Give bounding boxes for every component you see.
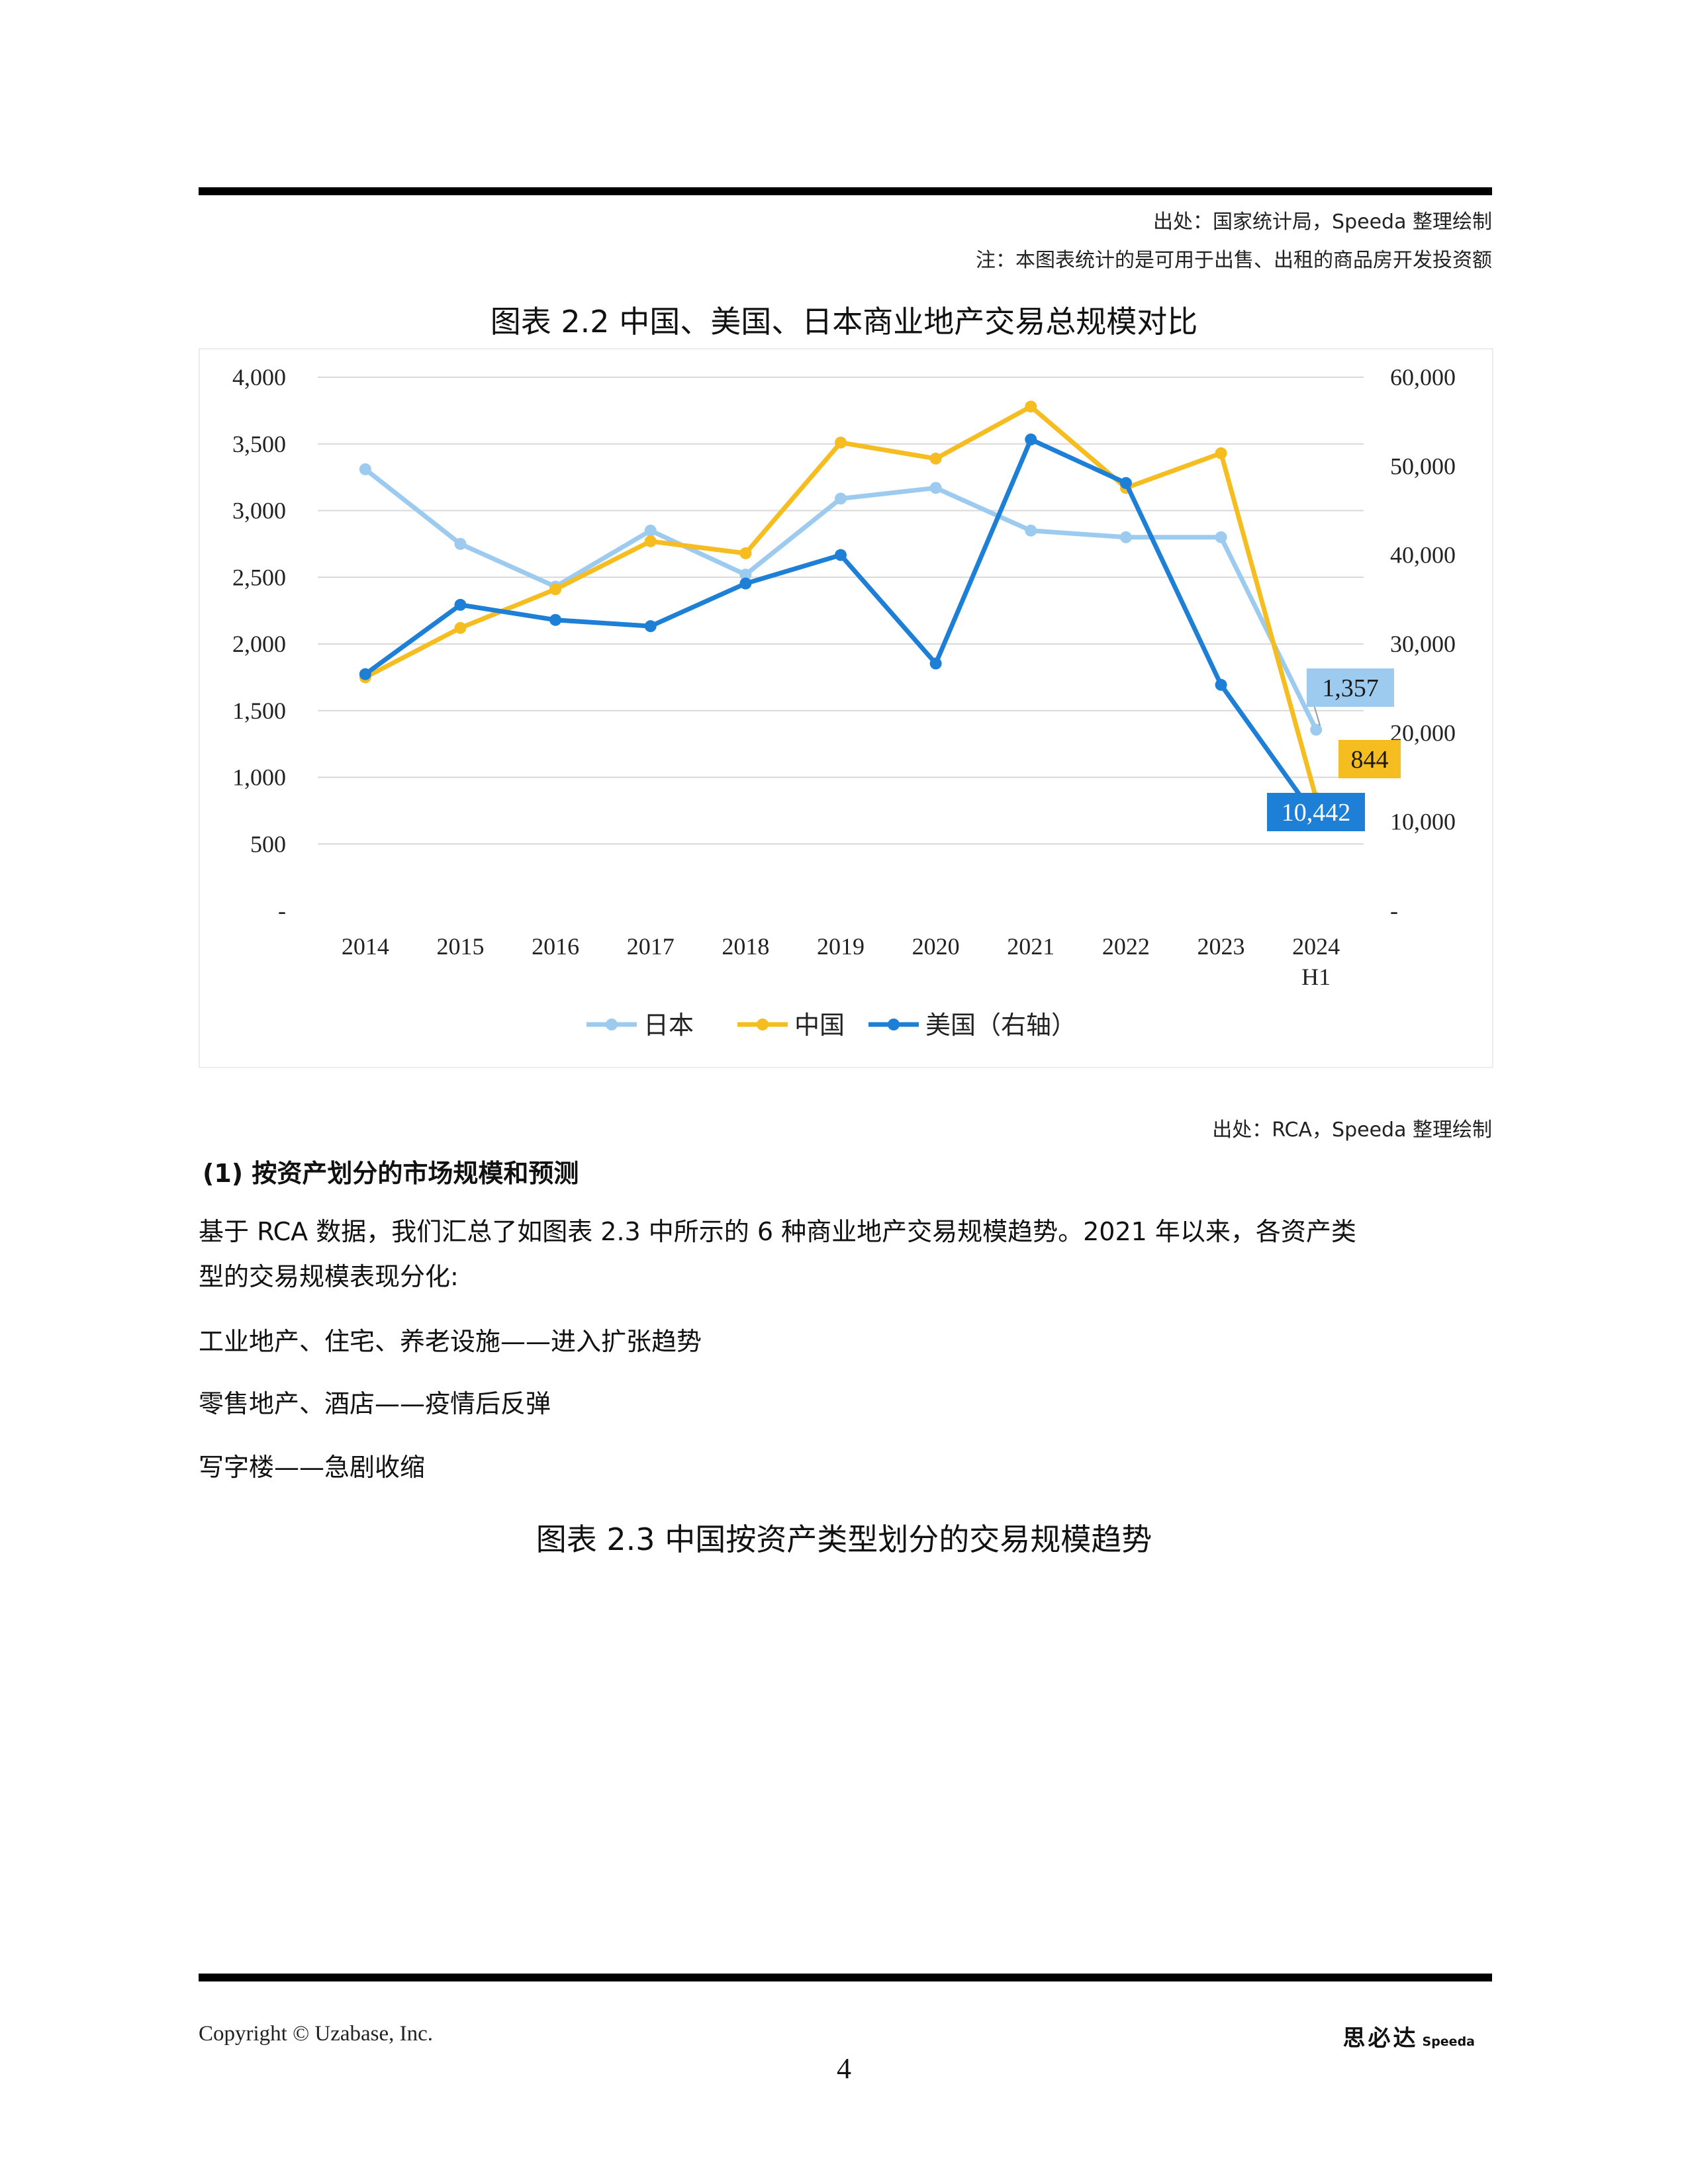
- data-label-0: 1,357: [1322, 674, 1379, 702]
- legend-swatch-marker: [606, 1019, 618, 1030]
- right-axis-tick-label: 10,000: [1390, 809, 1456, 835]
- series-point-2: [549, 614, 562, 626]
- x-axis-tick-label: 2022: [1102, 933, 1150, 960]
- figure-2-2-title: 图表 2.2 中国、美国、日本商业地产交易总规模对比: [490, 304, 1198, 340]
- series-point-2: [1025, 433, 1037, 446]
- series-point-0: [1119, 531, 1132, 543]
- x-axis-tick-label: 2016: [532, 933, 579, 960]
- series-point-0: [739, 569, 752, 581]
- series-point-0: [1025, 524, 1037, 537]
- series-point-2: [1215, 678, 1227, 691]
- bullet-item-3: 写字楼——急剧收缩: [199, 1453, 426, 1482]
- series-point-0: [1215, 531, 1227, 543]
- x-axis-tick-label: 2021: [1007, 933, 1055, 960]
- legend-swatch-marker: [888, 1019, 900, 1030]
- right-axis-tick-label: 40,000: [1390, 542, 1456, 569]
- header-source-note: 出处：国家统计局，Speeda 整理绘制: [1153, 210, 1492, 234]
- x-axis-tick-label: 2024: [1292, 933, 1340, 960]
- line-chart: - 500 1,000 1,500 2,000 2,500 3,000 3,500 4,000 -…: [232, 364, 1456, 1040]
- page-number: 4: [837, 2052, 851, 2085]
- right-axis-tick-label: 60,000: [1390, 364, 1456, 390]
- left-axis-tick-label: 1,000: [232, 764, 286, 791]
- legend-swatch-marker: [757, 1019, 769, 1030]
- series-point-1: [1025, 400, 1037, 413]
- series-point-1: [644, 535, 657, 547]
- series-point-0: [1310, 723, 1323, 736]
- series-line-1: [363, 404, 1319, 801]
- brand-logo: 思必达 Speeda: [1343, 2020, 1475, 2052]
- left-axis-tick-label: 4,000: [232, 364, 286, 390]
- x-axis-tick-label: 2020: [912, 933, 960, 960]
- data-label-box: [1307, 668, 1394, 707]
- legend-label: 中国: [794, 1011, 845, 1040]
- brand-cn: 思必达: [1342, 2025, 1419, 2052]
- series-point-0: [835, 492, 847, 505]
- series-point-2: [929, 657, 942, 670]
- data-label-2: 10,442: [1282, 799, 1351, 827]
- section-paragraph-line-2: 型的交易规模表现分化:: [199, 1262, 459, 1291]
- figure-2-2-source: 出处：RCA，Speeda 整理绘制: [1212, 1118, 1492, 1142]
- series-point-2: [454, 598, 467, 611]
- right-axis-tick-label: 20,000: [1390, 719, 1456, 746]
- x-axis-tick-label: 2018: [722, 933, 769, 960]
- right-axis-tick-label: -: [1390, 897, 1398, 924]
- left-axis-tick-label: 2,500: [232, 564, 286, 590]
- right-axis-tick-label: 50,000: [1390, 453, 1456, 479]
- section-paragraph-line-1: 基于 RCA 数据，我们汇总了如图表 2.3 中所示的 6 种商业地产交易规模趋…: [199, 1217, 1356, 1246]
- right-axis-tick-label: 30,000: [1390, 631, 1456, 657]
- series-point-1: [1215, 447, 1227, 459]
- series-point-0: [644, 524, 657, 537]
- x-axis-tick-label: 2019: [817, 933, 865, 960]
- series-point-2: [359, 668, 371, 680]
- x-axis-tick-label: 2017: [627, 933, 675, 960]
- series-point-0: [929, 482, 942, 494]
- footer-rule: [199, 1974, 1492, 1981]
- series-point-0: [454, 537, 467, 550]
- series-point-1: [835, 436, 847, 449]
- section-title: (1) 按资产划分的市场规模和预测: [203, 1159, 579, 1188]
- bullet-item-1: 工业地产、住宅、养老设施——进入扩张趋势: [199, 1327, 702, 1356]
- data-label-box: [1338, 740, 1401, 778]
- series-point-1: [549, 583, 562, 596]
- series-point-1: [454, 621, 467, 634]
- left-axis-tick-label: -: [278, 897, 286, 924]
- x-axis-tick-label: 2015: [436, 933, 484, 960]
- series-point-2: [644, 620, 657, 633]
- left-axis-tick-label: 500: [250, 831, 286, 857]
- left-axis-tick-label: 3,000: [232, 498, 286, 524]
- series-point-2: [1119, 477, 1132, 489]
- bullet-item-2: 零售地产、酒店——疫情后反弹: [199, 1389, 551, 1418]
- legend-label: 日本: [643, 1011, 694, 1040]
- series-point-1: [929, 452, 942, 465]
- x-axis-tick-label: H1: [1301, 964, 1331, 990]
- left-axis-tick-label: 3,500: [232, 431, 286, 457]
- footer-copyright: Copyright © Uzabase, Inc.: [199, 2022, 434, 2046]
- series-point-2: [739, 577, 752, 590]
- series-point-1: [739, 547, 752, 559]
- chart-container: - 500 1,000 1,500 2,000 2,500 3,000 3,500 4,000 -…: [199, 348, 1493, 1068]
- left-axis-tick-label: 1,500: [232, 698, 286, 724]
- brand-en: Speeda: [1422, 2034, 1475, 2049]
- header-rule: [199, 187, 1492, 195]
- series-point-0: [359, 463, 371, 476]
- x-axis-tick-label: 2023: [1197, 933, 1245, 960]
- data-label-box: [1267, 793, 1365, 831]
- x-axis-tick-label: 2014: [342, 933, 389, 960]
- series-line-0: [363, 467, 1319, 733]
- figure-2-3-title: 图表 2.3 中国按资产类型划分的交易规模趋势: [536, 1522, 1152, 1557]
- series-point-2: [835, 549, 847, 561]
- data-label-1: 844: [1351, 746, 1389, 774]
- left-axis-tick-label: 2,000: [232, 631, 286, 657]
- header-note: 注：本图表统计的是可用于出售、出租的商品房开发投资额: [976, 249, 1492, 272]
- legend-label: 美国（右轴）: [925, 1011, 1076, 1040]
